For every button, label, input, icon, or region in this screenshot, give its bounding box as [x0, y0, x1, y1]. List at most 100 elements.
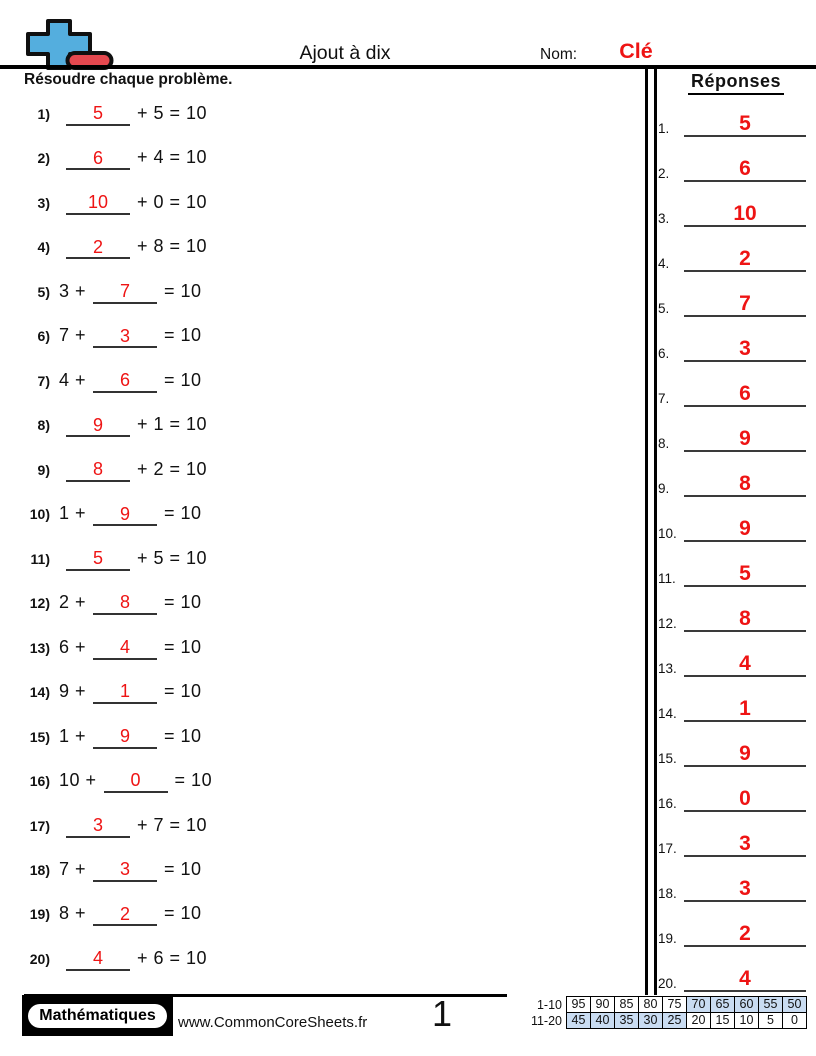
problem-tail: + 6 = 10 [137, 947, 208, 968]
grade-cell: 20 [686, 1012, 711, 1029]
problem-number: 19) [29, 906, 50, 923]
answer-value: 4 [684, 652, 806, 677]
problem-number: 2) [37, 150, 50, 167]
problem-lead: 7 + [59, 325, 87, 346]
problem-answer-blank: 6 [93, 370, 158, 393]
grade-cell: 0 [782, 1012, 807, 1029]
answer-row: 14. 1 [656, 692, 810, 722]
problem-lead: 1 + [59, 725, 87, 746]
grade-cell: 10 [734, 1012, 759, 1029]
answer-row: 2. 6 [656, 152, 810, 182]
problem-number: 6) [37, 328, 50, 345]
grade-cell: 95 [566, 996, 591, 1013]
problem-number: 7) [37, 372, 50, 389]
site-url: www.CommonCoreSheets.fr [178, 1014, 368, 1031]
problem-tail: = 10 [164, 636, 202, 657]
grade-range-label-1: 1-10 [536, 998, 562, 1012]
answer-number: 14. [658, 706, 677, 721]
answer-row: 3. 10 [656, 197, 810, 227]
answer-row: 15. 9 [656, 737, 810, 767]
answer-value: 0 [684, 787, 806, 812]
problem-row: 10) 1 + 9 = 10 [22, 500, 202, 527]
grade-cell: 5 [758, 1012, 783, 1029]
answer-value: 3 [684, 877, 806, 902]
grade-range-label-2: 11-20 [530, 1014, 562, 1028]
problem-answer-blank: 5 [66, 548, 130, 571]
grade-cell: 55 [758, 996, 783, 1013]
problem-tail: + 4 = 10 [137, 147, 208, 168]
problem-answer-blank: 1 [93, 681, 158, 705]
answer-value: 9 [684, 427, 806, 452]
answer-number: 3. [658, 211, 670, 226]
answer-row: 1. 5 [656, 107, 810, 137]
problem-tail: = 10 [164, 858, 202, 879]
problem-answer-blank: 6 [66, 148, 130, 171]
problem-row: 4) 2 + 8 = 10 [22, 233, 208, 260]
problem-row: 20) 4 + 6 = 10 [22, 945, 207, 971]
answer-row: 8. 9 [656, 422, 810, 452]
problem-tail: + 5 = 10 [137, 103, 208, 123]
problem-tail: = 10 [164, 325, 202, 346]
answer-row: 18. 3 [656, 872, 810, 902]
problem-answer-blank: 3 [93, 326, 158, 349]
answer-row: 12. 8 [656, 602, 810, 632]
answer-row: 11. 5 [656, 557, 810, 587]
problem-number: 16) [29, 773, 50, 790]
problem-row: 16) 10 + 0 = 10 [22, 767, 212, 794]
worksheet-title: Ajout à dix [299, 42, 391, 64]
answer-number: 6. [658, 346, 670, 361]
problem-answer-blank: 8 [66, 459, 130, 482]
problem-number: 12) [29, 595, 50, 612]
plus-minus-math-icon [26, 19, 114, 70]
header-divider [0, 65, 816, 69]
problem-number: 4) [37, 239, 50, 256]
grade-cell: 70 [686, 996, 711, 1013]
problem-number: 14) [29, 684, 50, 701]
problem-number: 20) [29, 950, 50, 967]
problem-row: 12) 2 + 8 = 10 [22, 589, 202, 616]
problem-tail: = 10 [164, 681, 202, 702]
problem-number: 15) [29, 728, 50, 745]
problem-answer-blank: 8 [93, 592, 158, 616]
problem-number: 3) [37, 194, 50, 211]
answer-row: 10. 9 [656, 512, 810, 542]
problem-tail: + 7 = 10 [137, 814, 208, 835]
problem-tail: + 8 = 10 [137, 236, 208, 257]
problem-row: 5) 3 + 7 = 10 [22, 278, 202, 304]
problem-tail: = 10 [164, 369, 202, 390]
answer-row: 7. 6 [656, 377, 810, 407]
grade-table-body: 95 90 85 80 75 70 65 60 55 50 45 40 35 30 25 20 15 10 5 0 [566, 996, 807, 1029]
answer-value: 6 [684, 157, 806, 182]
problem-lead: 10 + [59, 770, 97, 791]
grade-cell: 30 [638, 1012, 663, 1029]
name-value: Clé [619, 39, 653, 63]
grade-table: 95 90 85 80 75 70 65 60 55 50 45 40 35 30 25 20 15 10 5 0 [566, 996, 807, 1029]
problem-row: 14) 9 + 1 = 10 [22, 678, 202, 705]
answer-value: 5 [684, 562, 806, 587]
answer-number: 7. [658, 391, 670, 406]
problem-row: 19) 8 + 2 = 10 [22, 900, 202, 927]
problem-row: 17) 3 + 7 = 10 [22, 812, 207, 838]
problem-number: 10) [29, 506, 50, 523]
problem-lead: 3 + [59, 280, 87, 301]
problem-lead: 9 + [59, 681, 87, 702]
problem-row: 1) 5 + 5 = 10 [22, 100, 207, 126]
answer-value: 8 [684, 607, 806, 632]
problem-row: 11) 5 + 5 = 10 [22, 545, 207, 571]
problem-number: 11) [30, 550, 50, 567]
problem-number: 18) [29, 861, 50, 878]
grade-cell: 40 [590, 1012, 615, 1029]
problem-row: 9) 8 + 2 = 10 [22, 456, 207, 482]
answer-value: 2 [684, 247, 806, 272]
answer-row: 9. 8 [656, 467, 810, 497]
problem-row: 13) 6 + 4 = 10 [22, 634, 202, 660]
problem-tail: = 10 [164, 503, 202, 524]
answer-row: 19. 2 [656, 917, 810, 947]
problem-answer-blank: 10 [66, 192, 130, 215]
answer-value: 1 [684, 697, 806, 722]
grade-cell: 50 [782, 996, 807, 1013]
answer-number: 12. [658, 616, 677, 631]
problem-tail: = 10 [164, 725, 202, 746]
answer-value: 3 [684, 832, 806, 857]
